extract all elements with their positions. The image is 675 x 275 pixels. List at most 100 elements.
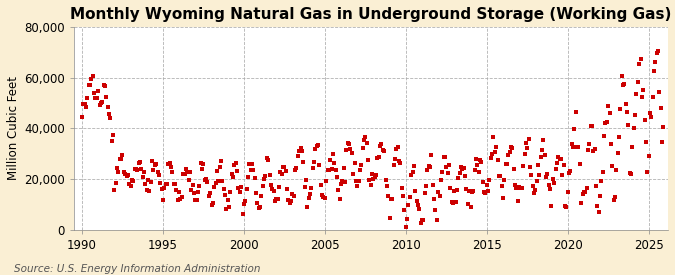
Point: [496, 183, 507, 188]
Point: [529, 191, 539, 195]
Point: [146, 158, 157, 163]
Point: [495, 174, 506, 178]
Point: [523, 136, 534, 141]
Point: [119, 172, 130, 176]
Point: [550, 167, 561, 171]
Point: [253, 206, 264, 211]
Point: [427, 183, 438, 187]
Point: [356, 163, 367, 167]
Point: [261, 156, 272, 160]
Point: [124, 182, 134, 186]
Point: [554, 156, 565, 161]
Point: [402, 217, 412, 221]
Point: [377, 148, 388, 153]
Point: [461, 186, 472, 191]
Point: [86, 76, 97, 81]
Point: [331, 175, 342, 180]
Point: [620, 102, 631, 107]
Point: [561, 205, 572, 209]
Point: [576, 201, 587, 205]
Point: [188, 191, 199, 196]
Point: [182, 170, 192, 175]
Point: [369, 175, 380, 179]
Point: [130, 166, 141, 171]
Point: [257, 183, 268, 188]
Point: [161, 182, 172, 186]
Point: [389, 157, 400, 162]
Point: [244, 162, 254, 166]
Point: [102, 105, 113, 110]
Point: [226, 172, 237, 176]
Point: [92, 89, 103, 93]
Point: [333, 188, 344, 193]
Point: [418, 218, 429, 222]
Point: [315, 183, 326, 187]
Point: [589, 146, 600, 151]
Point: [187, 183, 198, 187]
Point: [556, 157, 566, 161]
Point: [457, 167, 468, 171]
Point: [311, 144, 322, 148]
Point: [551, 161, 562, 165]
Point: [138, 170, 149, 174]
Point: [326, 167, 337, 171]
Point: [152, 170, 163, 174]
Point: [623, 123, 634, 127]
Point: [78, 102, 88, 107]
Point: [538, 138, 549, 142]
Point: [404, 195, 415, 200]
Point: [314, 163, 325, 167]
Point: [655, 106, 666, 111]
Point: [438, 155, 449, 159]
Point: [608, 198, 619, 202]
Point: [566, 142, 577, 146]
Point: [254, 204, 265, 209]
Point: [140, 182, 151, 186]
Point: [452, 188, 462, 192]
Point: [230, 160, 241, 165]
Point: [335, 182, 346, 186]
Point: [568, 145, 578, 150]
Point: [268, 189, 279, 193]
Point: [429, 197, 439, 201]
Point: [249, 176, 260, 180]
Point: [518, 163, 529, 168]
Point: [234, 189, 245, 194]
Point: [388, 163, 399, 167]
Point: [329, 161, 340, 166]
Point: [106, 139, 117, 144]
Point: [283, 198, 294, 202]
Point: [565, 169, 576, 173]
Point: [492, 158, 503, 163]
Point: [578, 189, 589, 194]
Point: [352, 184, 362, 188]
Point: [365, 183, 376, 187]
Point: [107, 132, 118, 137]
Point: [560, 204, 570, 208]
Point: [206, 203, 217, 208]
Point: [322, 168, 333, 172]
Point: [469, 167, 480, 172]
Point: [196, 166, 207, 171]
Point: [464, 188, 475, 193]
Point: [137, 175, 148, 179]
Point: [296, 148, 307, 153]
Point: [392, 145, 403, 149]
Point: [611, 168, 622, 172]
Point: [290, 168, 300, 172]
Point: [522, 146, 533, 150]
Point: [241, 187, 252, 191]
Point: [512, 199, 523, 204]
Point: [103, 111, 114, 116]
Point: [292, 154, 303, 158]
Point: [367, 171, 377, 176]
Point: [650, 59, 661, 64]
Point: [155, 181, 165, 186]
Point: [260, 174, 271, 178]
Point: [263, 158, 273, 162]
Point: [425, 165, 435, 169]
Point: [76, 115, 87, 119]
Point: [470, 156, 481, 161]
Point: [157, 198, 168, 202]
Point: [479, 190, 489, 194]
